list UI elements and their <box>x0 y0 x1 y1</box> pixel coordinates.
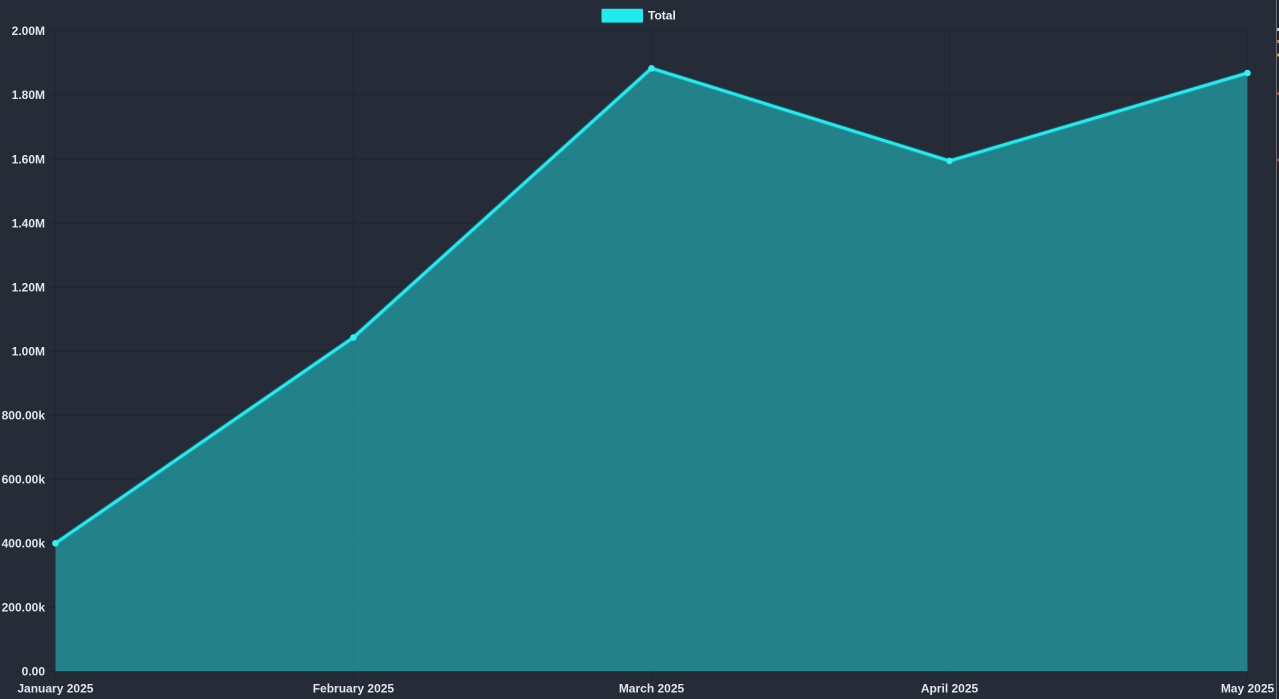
svg-text:600.00k: 600.00k <box>2 473 46 487</box>
svg-text:February 2025: February 2025 <box>313 682 395 696</box>
svg-text:2.00M: 2.00M <box>12 24 45 38</box>
svg-text:1.20M: 1.20M <box>12 280 45 294</box>
svg-text:1.00M: 1.00M <box>12 344 45 358</box>
svg-text:March 2025: March 2025 <box>619 682 685 696</box>
svg-text:400.00k: 400.00k <box>2 537 46 551</box>
svg-text:1.60M: 1.60M <box>12 152 45 166</box>
svg-text:January 2025: January 2025 <box>17 682 93 696</box>
svg-text:April 2025: April 2025 <box>921 682 979 696</box>
svg-text:1.80M: 1.80M <box>12 88 45 102</box>
svg-text:May 2025: May 2025 <box>1221 682 1275 696</box>
svg-text:800.00k: 800.00k <box>2 408 46 422</box>
svg-text:0.00: 0.00 <box>22 665 46 679</box>
svg-text:Total: Total <box>648 9 676 23</box>
svg-text:200.00k: 200.00k <box>2 601 46 615</box>
svg-text:1.40M: 1.40M <box>12 216 45 230</box>
